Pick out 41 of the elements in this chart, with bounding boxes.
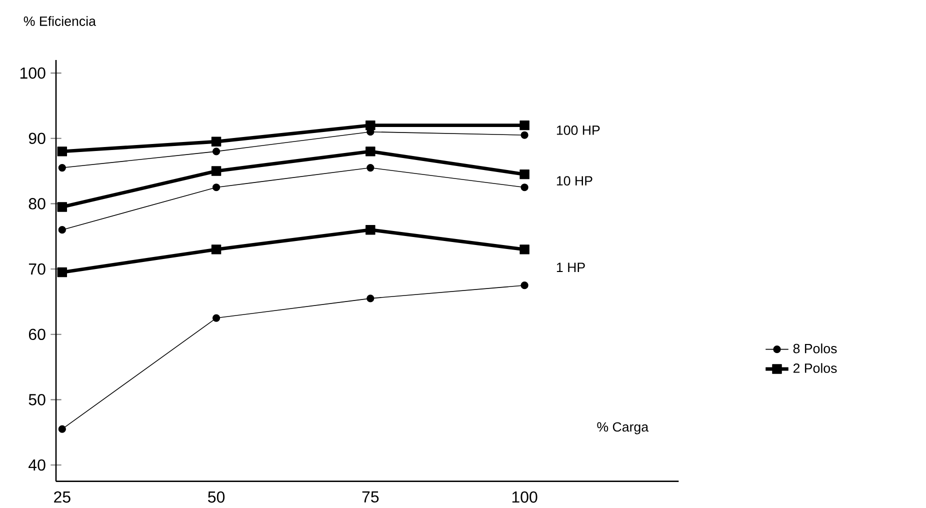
point xyxy=(211,244,222,254)
annotation: 10 HP xyxy=(556,176,592,186)
point xyxy=(211,136,222,147)
point xyxy=(58,164,66,172)
y-tick-label: 100 xyxy=(20,67,46,79)
point xyxy=(520,244,530,254)
annotation: 100 HP xyxy=(556,126,600,135)
point xyxy=(366,120,376,130)
y-axis-title: % Eficiencia xyxy=(24,16,96,26)
x-tick-label: 100 xyxy=(512,491,538,503)
point xyxy=(57,146,68,156)
y-tick-label: 50 xyxy=(28,394,46,406)
point xyxy=(58,425,66,433)
x-tick-label: 75 xyxy=(362,491,379,503)
x-tick-label: 50 xyxy=(208,491,225,503)
point xyxy=(366,146,376,156)
point xyxy=(211,166,222,176)
point xyxy=(520,184,528,192)
point xyxy=(57,267,68,278)
point xyxy=(520,120,530,130)
x-tick-label: 25 xyxy=(54,491,70,503)
point xyxy=(57,202,68,212)
point xyxy=(366,164,374,172)
point xyxy=(58,226,66,234)
point xyxy=(520,169,530,180)
legend-label: 2 Polos xyxy=(793,363,837,373)
point xyxy=(212,314,220,322)
x-axis-title: % Carga xyxy=(597,422,649,434)
point xyxy=(366,224,376,235)
annotation: 1 HP xyxy=(556,262,585,272)
point xyxy=(520,131,528,139)
y-tick-label: 40 xyxy=(28,459,46,471)
y-tick-label: 70 xyxy=(28,263,46,275)
point xyxy=(366,294,374,302)
point xyxy=(520,282,528,290)
point xyxy=(212,184,220,192)
point xyxy=(212,148,220,156)
y-tick-label: 80 xyxy=(28,198,46,210)
legend-label: 8 Polos xyxy=(793,343,837,354)
y-tick-label: 90 xyxy=(28,132,46,144)
y-tick-label: 60 xyxy=(28,328,46,340)
